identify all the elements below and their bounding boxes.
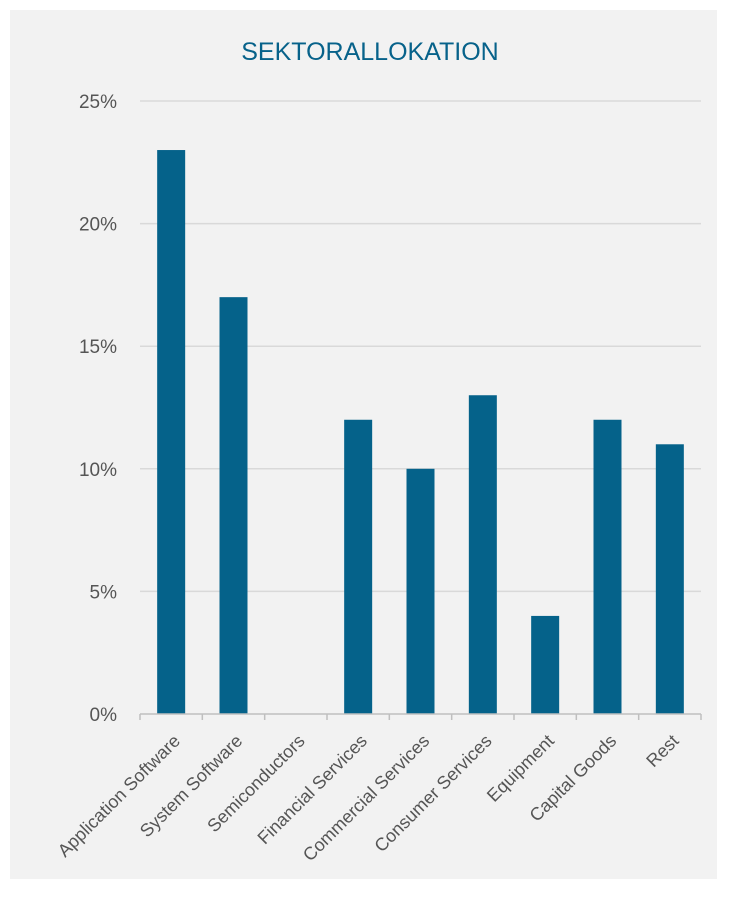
bar: [344, 419, 373, 714]
bar: [593, 419, 622, 714]
y-tick-label: 25%: [79, 92, 117, 113]
bar: [219, 297, 248, 714]
bar: [531, 615, 560, 714]
chart-title: SEKTORALLOKATION: [241, 38, 498, 66]
x-tick-label: Rest: [642, 731, 682, 771]
y-tick-label: 15%: [79, 337, 117, 358]
y-tick-label: 5%: [90, 582, 118, 603]
y-tick-label: 10%: [79, 460, 117, 481]
x-tick-label: Consumer Services: [370, 731, 495, 856]
bar: [468, 395, 497, 714]
bar: [406, 468, 435, 714]
bar: [157, 150, 186, 715]
x-axis-ticks: [139, 714, 702, 720]
x-tick-label: Financial Services: [254, 731, 371, 848]
y-axis-ticks: 0% 5% 10% 15% 20% 25%: [79, 92, 117, 726]
y-tick-label: 0%: [90, 705, 118, 726]
x-tick-label: Application Software: [54, 731, 184, 861]
bars: [157, 150, 684, 715]
y-tick-label: 20%: [79, 215, 117, 236]
bar: [655, 444, 684, 714]
